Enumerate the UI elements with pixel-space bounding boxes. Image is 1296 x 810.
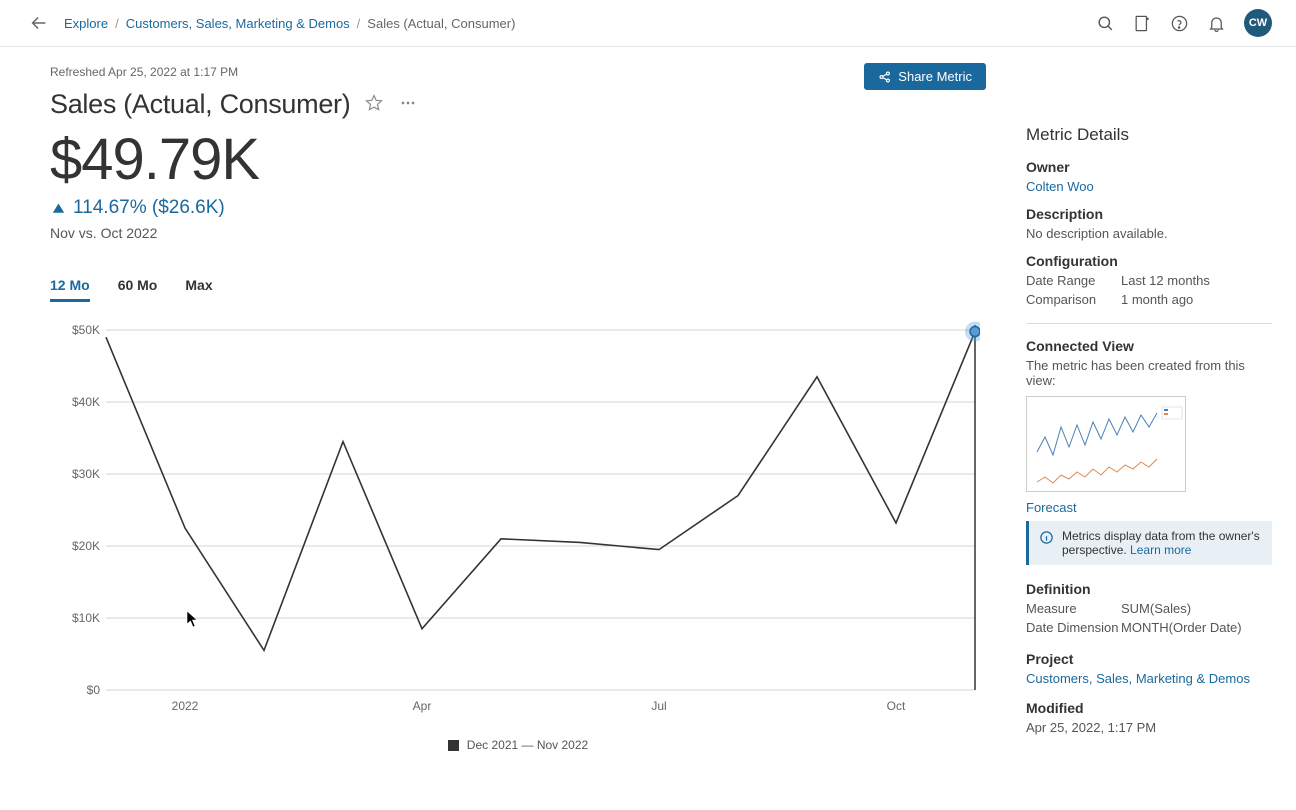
connected-view-label: Connected View [1026,338,1272,354]
range-tab-max[interactable]: Max [185,277,212,302]
svg-text:$0: $0 [87,683,101,697]
description-text: No description available. [1026,226,1272,241]
breadcrumb: Explore / Customers, Sales, Marketing & … [64,16,515,31]
delta-row: 114.67% ($26.6K) [50,197,986,219]
trend-up-icon [50,200,67,217]
configuration-label: Configuration [1026,253,1272,269]
svg-text:Jul: Jul [651,699,666,713]
new-item-icon[interactable] [1133,14,1152,33]
chart-legend: Dec 2021 — Nov 2022 [50,738,986,752]
metric-chart[interactable]: $0 $10K $20K $30K $40K $50K 2022 Apr Jul Oct [50,320,986,730]
comparison-text: Nov vs. Oct 2022 [50,225,986,241]
svg-text:$40K: $40K [72,395,100,409]
svg-text:$30K: $30K [72,467,100,481]
share-metric-button[interactable]: Share Metric [864,63,986,90]
breadcrumb-current: Sales (Actual, Consumer) [367,16,515,31]
definition-date-key: Date Dimension [1026,620,1121,635]
svg-text:Apr: Apr [413,699,432,713]
breadcrumb-explore[interactable]: Explore [64,16,108,31]
breadcrumb-sep: / [115,16,119,31]
svg-text:Oct: Oct [887,699,906,713]
modified-label: Modified [1026,700,1272,716]
svg-text:$50K: $50K [72,323,100,337]
back-icon[interactable] [28,12,50,34]
delta-text: 114.67% ($26.6K) [73,197,225,219]
notifications-icon[interactable] [1207,14,1226,33]
avatar[interactable]: CW [1244,9,1272,37]
owner-label: Owner [1026,159,1272,175]
info-icon [1039,530,1054,557]
description-label: Description [1026,206,1272,222]
config-daterange-val: Last 12 months [1121,273,1210,288]
svg-text:$10K: $10K [72,611,100,625]
share-metric-label: Share Metric [898,69,972,84]
favorite-icon[interactable] [364,93,384,116]
page-title: Sales (Actual, Consumer) [50,89,350,120]
project-label: Project [1026,651,1272,667]
config-daterange-key: Date Range [1026,273,1121,288]
learn-more-link[interactable]: Learn more [1130,543,1191,557]
range-tab-60mo[interactable]: 60 Mo [118,277,158,302]
svg-text:$20K: $20K [72,539,100,553]
project-link[interactable]: Customers, Sales, Marketing & Demos [1026,671,1272,686]
range-tab-12mo[interactable]: 12 Mo [50,277,90,302]
connected-view-text: The metric has been created from this vi… [1026,358,1272,388]
more-icon[interactable] [398,93,418,116]
breadcrumb-sep: / [357,16,361,31]
modified-value: Apr 25, 2022, 1:17 PM [1026,720,1272,735]
config-comparison-val: 1 month ago [1121,292,1193,307]
help-icon[interactable] [1170,14,1189,33]
legend-label: Dec 2021 — Nov 2022 [467,738,588,752]
breadcrumb-project[interactable]: Customers, Sales, Marketing & Demos [126,16,350,31]
config-comparison-key: Comparison [1026,292,1121,307]
owner-link[interactable]: Colten Woo [1026,179,1272,194]
metric-value: $49.79K [50,126,986,193]
svg-text:2022: 2022 [172,699,199,713]
info-box: Metrics display data from the owner's pe… [1026,521,1272,565]
details-heading: Metric Details [1026,125,1272,145]
metric-details-panel: Metric Details Owner Colten Woo Descript… [1016,47,1296,810]
definition-date-val: MONTH(Order Date) [1121,620,1242,635]
search-icon[interactable] [1096,14,1115,33]
definition-measure-key: Measure [1026,601,1121,616]
connected-view-thumbnail[interactable] [1026,396,1186,492]
refreshed-text: Refreshed Apr 25, 2022 at 1:17 PM [50,65,986,79]
definition-measure-val: SUM(Sales) [1121,601,1191,616]
legend-swatch [448,740,459,751]
forecast-link[interactable]: Forecast [1026,500,1272,515]
definition-label: Definition [1026,581,1272,597]
